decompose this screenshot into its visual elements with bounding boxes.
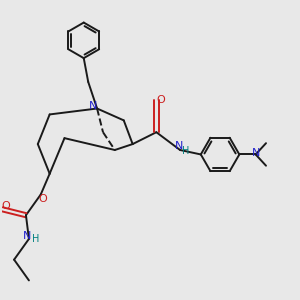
Text: H: H <box>32 234 39 244</box>
Text: N: N <box>174 141 183 151</box>
Text: N: N <box>23 231 32 241</box>
Text: O: O <box>157 94 166 105</box>
Text: O: O <box>38 194 46 204</box>
Text: O: O <box>2 201 10 211</box>
Text: N: N <box>252 148 260 158</box>
Text: H: H <box>182 146 190 157</box>
Text: N: N <box>89 101 98 111</box>
